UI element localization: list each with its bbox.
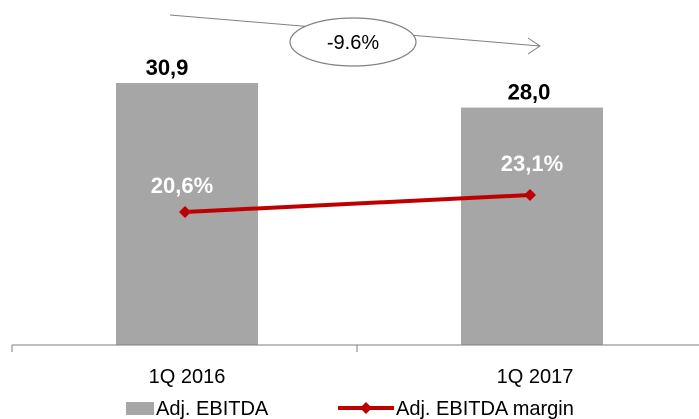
- legend-swatch-marker: [360, 402, 372, 414]
- legend-label-bar: Adj. EBITDA: [156, 398, 269, 419]
- bar-value-label-1q2017: 28,0: [508, 80, 551, 105]
- bar-value-label-1q2016: 30,9: [146, 55, 189, 80]
- x-tick-label-1q2016: 1Q 2016: [149, 366, 226, 388]
- margin-marker-1q2017: [524, 189, 536, 201]
- trend-arrow-head: [527, 37, 541, 55]
- change-annotation: -9.6%: [169, 14, 541, 67]
- margin-line: [184, 193, 531, 214]
- margin-value-label-1q2016: 20,6%: [151, 173, 213, 198]
- legend: Adj. EBITDA Adj. EBITDA margin: [126, 398, 574, 419]
- change-ellipse: [289, 17, 417, 67]
- x-tick-label-1q2017: 1Q 2017: [497, 366, 574, 388]
- legend-label-line: Adj. EBITDA margin: [396, 398, 574, 419]
- legend-swatch-bar: [126, 402, 154, 415]
- margin-value-label-1q2017: 23,1%: [501, 151, 563, 176]
- bar-1q2017: [461, 107, 603, 346]
- change-label: -9.6%: [327, 32, 379, 54]
- margin-marker-1q2016: [179, 206, 191, 218]
